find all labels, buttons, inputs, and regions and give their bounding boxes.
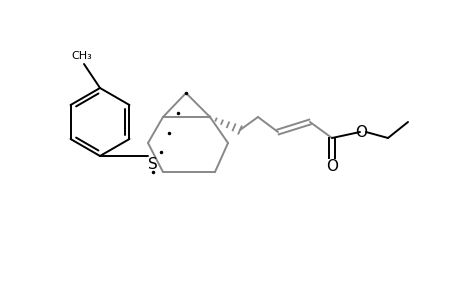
Text: O: O (354, 124, 366, 140)
Text: O: O (325, 158, 337, 173)
Text: CH₃: CH₃ (72, 51, 92, 61)
Text: S: S (148, 157, 157, 172)
